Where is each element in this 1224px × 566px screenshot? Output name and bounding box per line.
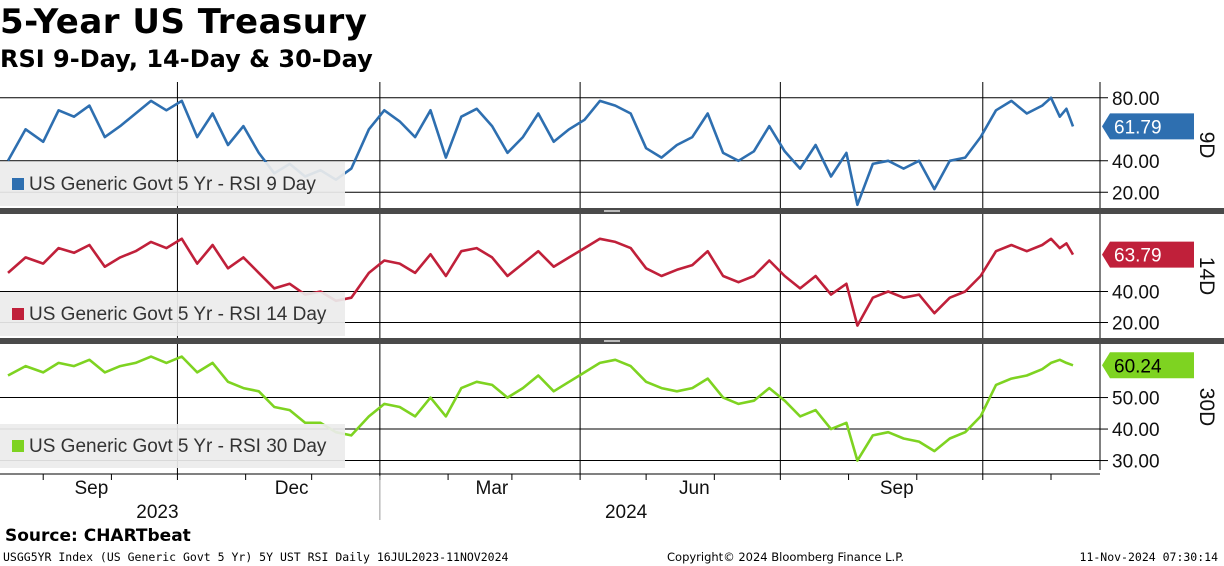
legend-swatch	[12, 178, 24, 190]
y-tick-label: 20.00	[1112, 183, 1160, 204]
badge-value: 61.79	[1114, 117, 1162, 138]
legend-label: US Generic Govt 5 Yr - RSI 9 Day	[29, 174, 316, 195]
legend-bg	[0, 162, 345, 206]
badge-shape	[1102, 352, 1194, 379]
legend-swatch	[12, 440, 24, 452]
legend-swatch	[12, 308, 24, 320]
y-tick-label: 20.00	[1112, 314, 1160, 335]
chart-subtitle: RSI 9-Day, 14-Day & 30-Day	[0, 45, 373, 73]
x-tick-label: Sep	[75, 478, 109, 499]
chart-title: 5-Year US Treasury	[0, 2, 368, 42]
x-tick-label: Dec	[275, 478, 309, 499]
legend-bg	[0, 424, 345, 468]
x-tick-label: Mar	[476, 478, 509, 499]
last-value-badge: 60.24	[1102, 352, 1194, 379]
series-line-30D	[7, 355, 1074, 462]
legend-label: US Generic Govt 5 Yr - RSI 30 Day	[29, 436, 327, 457]
last-value-badge: 63.79	[1102, 241, 1194, 268]
legend-bg	[0, 292, 345, 336]
panel-label: 30D	[1195, 388, 1218, 427]
rsi-chart: 80.00 40.00 20.00 61.79 9D US Generic Govt 5 …	[0, 82, 1224, 520]
panel-separator-grip	[604, 340, 620, 342]
ticker-info: USGG5YR Index (US Generic Govt 5 Yr) 5Y …	[3, 550, 509, 564]
y-tick-label: 40.00	[1112, 283, 1160, 304]
series-line-9D	[6, 96, 1075, 207]
x-tick-label: Jun	[679, 478, 710, 499]
y-tick-label: 40.00	[1112, 420, 1160, 441]
panel-label: 9D	[1195, 132, 1218, 159]
year-label: 2023	[136, 502, 178, 520]
legend: US Generic Govt 5 Yr - RSI 9 Day	[0, 162, 345, 206]
badge-value: 60.24	[1114, 356, 1162, 377]
year-label: 2024	[605, 502, 648, 520]
panel-separator-grip	[604, 210, 620, 212]
copyright: Copyright© 2024 Bloomberg Finance L.P.	[667, 550, 904, 564]
x-tick-label: Sep	[880, 478, 914, 499]
legend: US Generic Govt 5 Yr - RSI 14 Day	[0, 292, 345, 336]
legend-label: US Generic Govt 5 Yr - RSI 14 Day	[29, 304, 327, 325]
timestamp: 11-Nov-2024 07:30:14	[1079, 550, 1218, 564]
last-value-badge: 61.79	[1102, 113, 1194, 140]
y-tick-label: 40.00	[1112, 152, 1160, 173]
legend: US Generic Govt 5 Yr - RSI 30 Day	[0, 424, 345, 468]
badge-shape	[1102, 113, 1194, 140]
y-tick-label: 30.00	[1112, 452, 1160, 473]
badge-value: 63.79	[1114, 246, 1162, 267]
badge-shape	[1102, 241, 1194, 268]
panel-label: 14D	[1195, 257, 1218, 296]
series-line-14D	[7, 237, 1075, 327]
y-tick-label: 50.00	[1112, 389, 1160, 410]
source-label: Source: CHARTbeat	[5, 526, 191, 546]
y-tick-label: 80.00	[1112, 89, 1160, 110]
